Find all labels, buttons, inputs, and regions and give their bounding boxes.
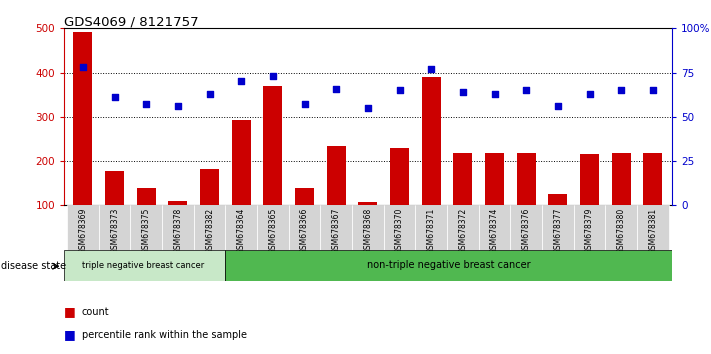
Text: GSM678372: GSM678372 (459, 207, 467, 254)
Bar (137, 188, 156, 250)
Bar (327, 146, 346, 250)
Bar (225, 205, 257, 250)
Point (426, 66, 437, 72)
Text: GSM678379: GSM678379 (585, 207, 594, 254)
Point (457, 89, 469, 95)
Bar (99, 205, 131, 250)
Text: GSM678376: GSM678376 (522, 207, 530, 254)
Bar (422, 77, 441, 250)
Bar (510, 205, 542, 250)
Bar (200, 169, 219, 250)
Point (584, 91, 595, 97)
Point (235, 79, 247, 84)
Bar (517, 153, 536, 250)
Point (204, 91, 215, 97)
Text: ■: ■ (64, 328, 76, 341)
Bar (358, 202, 378, 250)
Bar (485, 153, 504, 250)
Bar (580, 154, 599, 250)
Bar (384, 205, 415, 250)
Point (520, 87, 532, 93)
Point (362, 105, 374, 111)
Text: GSM678369: GSM678369 (78, 207, 87, 254)
Bar (257, 205, 289, 250)
Bar (225, 250, 672, 281)
Text: percentile rank within the sample: percentile rank within the sample (82, 330, 247, 339)
Text: GSM678368: GSM678368 (363, 207, 373, 254)
Bar (289, 205, 321, 250)
Bar (415, 205, 447, 250)
Bar (611, 153, 631, 250)
Text: ■: ■ (64, 305, 76, 318)
Point (647, 87, 658, 93)
Point (299, 102, 310, 107)
Bar (131, 205, 162, 250)
Text: GDS4069 / 8121757: GDS4069 / 8121757 (64, 16, 198, 29)
Text: non-triple negative breast cancer: non-triple negative breast cancer (367, 261, 530, 270)
Text: GSM678380: GSM678380 (616, 207, 626, 254)
Text: triple negative breast cancer: triple negative breast cancer (82, 261, 204, 270)
Bar (169, 201, 188, 250)
Point (267, 73, 279, 79)
Bar (352, 205, 384, 250)
Bar (479, 205, 510, 250)
Text: GSM678373: GSM678373 (110, 207, 119, 254)
Bar (643, 153, 663, 250)
Bar (321, 205, 352, 250)
Bar (105, 171, 124, 250)
Text: GSM678377: GSM678377 (553, 207, 562, 254)
Bar (637, 205, 669, 250)
Text: disease state: disease state (1, 261, 67, 271)
Bar (390, 148, 409, 250)
Bar (605, 205, 637, 250)
Bar (194, 205, 225, 250)
Bar (64, 250, 225, 281)
Bar (574, 205, 605, 250)
Bar (447, 205, 479, 250)
Point (77, 64, 89, 70)
Text: count: count (82, 307, 109, 316)
Text: GSM678382: GSM678382 (205, 207, 214, 254)
Bar (454, 153, 472, 250)
Point (109, 95, 120, 100)
Bar (232, 120, 251, 250)
Point (331, 86, 342, 91)
Text: GSM678375: GSM678375 (141, 207, 151, 254)
Bar (67, 205, 99, 250)
Bar (73, 32, 92, 250)
Bar (542, 205, 574, 250)
Text: GSM678365: GSM678365 (269, 207, 277, 254)
Bar (295, 188, 314, 250)
Point (172, 103, 183, 109)
Text: GSM678378: GSM678378 (173, 207, 183, 254)
Point (141, 102, 152, 107)
Text: GSM678371: GSM678371 (427, 207, 436, 254)
Bar (264, 86, 282, 250)
Text: GSM678366: GSM678366 (300, 207, 309, 254)
Point (616, 87, 627, 93)
Text: GSM678364: GSM678364 (237, 207, 246, 254)
Bar (548, 194, 567, 250)
Text: GSM678374: GSM678374 (490, 207, 499, 254)
Point (552, 103, 564, 109)
Bar (162, 205, 194, 250)
Text: GSM678381: GSM678381 (648, 207, 658, 254)
Point (489, 91, 501, 97)
Text: GSM678370: GSM678370 (395, 207, 404, 254)
Text: GSM678367: GSM678367 (332, 207, 341, 254)
Point (394, 87, 405, 93)
